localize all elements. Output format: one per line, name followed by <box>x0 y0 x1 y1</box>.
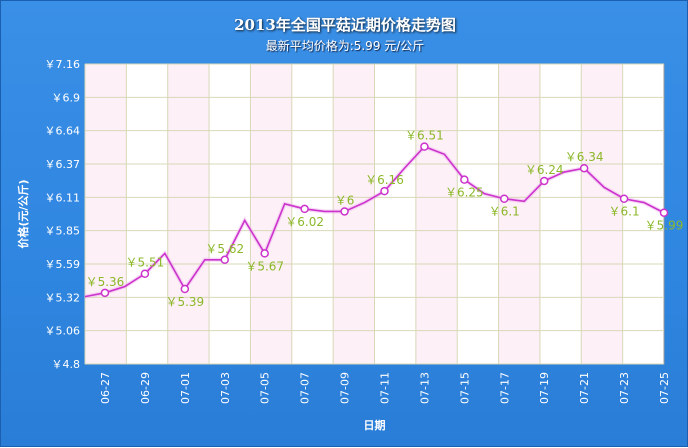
x-tick-label: 07-15 <box>458 372 471 404</box>
x-axis-label: 日期 <box>364 418 386 432</box>
data-label: ￥6.51 <box>405 129 444 143</box>
y-tick-label: ￥6.37 <box>45 158 81 171</box>
y-tick-label: ￥4.8 <box>52 358 81 371</box>
x-tick-label: 07-09 <box>339 372 352 404</box>
grid-band <box>498 64 540 364</box>
y-axis-label: 价格(元/公斤) <box>16 179 30 248</box>
x-tick-label: 07-07 <box>299 372 312 404</box>
data-label: ￥5.36 <box>86 275 125 289</box>
y-tick-label: ￥6.64 <box>45 125 81 138</box>
x-tick-label: 07-11 <box>378 372 391 404</box>
data-point <box>619 194 629 203</box>
data-point <box>380 186 389 196</box>
grid-band <box>85 64 127 364</box>
data-point <box>300 204 309 214</box>
grid-band <box>167 64 210 364</box>
data-label: ￥5.67 <box>245 259 284 273</box>
data-point <box>100 288 110 298</box>
series-line <box>84 145 665 298</box>
data-point <box>460 175 469 184</box>
y-tick-label: ￥5.32 <box>45 291 81 304</box>
grid-band <box>581 64 623 364</box>
y-tick-label: ￥5.59 <box>45 258 81 271</box>
grid-band <box>333 64 375 364</box>
x-tick-label: 06-27 <box>99 372 112 404</box>
y-tick-label: ￥5.85 <box>45 225 81 238</box>
x-tick-label: 07-13 <box>418 372 431 404</box>
x-tick-label: 06-29 <box>139 372 152 404</box>
data-label: ￥5.62 <box>205 242 244 256</box>
x-tick-label: 07-21 <box>578 372 591 404</box>
data-point <box>500 194 509 203</box>
x-tick-label: 07-01 <box>179 372 192 404</box>
x-tick-label: 07-25 <box>658 372 671 404</box>
data-point <box>539 176 549 186</box>
y-tick-label: ￥5.06 <box>45 325 81 338</box>
x-tick-label: 07-23 <box>618 372 631 404</box>
data-label: ￥6.34 <box>565 150 604 164</box>
data-label: ￥6.16 <box>365 173 404 187</box>
chart-title: 2013年全国平菇近期价格走势图 <box>234 16 456 34</box>
data-label: ￥6.1 <box>609 205 640 219</box>
data-label: ￥5.39 <box>165 295 204 309</box>
data-point <box>579 163 589 173</box>
chart-subtitle: 最新平均价格为:5.99 元/公斤 <box>265 39 425 53</box>
x-tick-label: 07-19 <box>538 372 551 404</box>
data-point <box>260 249 269 258</box>
data-point <box>420 142 429 151</box>
y-tick-label: ￥6.11 <box>45 191 81 204</box>
data-label: ￥6.24 <box>525 163 564 177</box>
grid-band <box>250 64 292 364</box>
data-label: ￥6.02 <box>285 215 324 229</box>
data-point <box>659 208 669 217</box>
data-point <box>140 269 150 278</box>
data-label: ￥5.99 <box>645 219 684 233</box>
y-tick-label: ￥6.9 <box>52 91 81 104</box>
x-tick-label: 07-05 <box>259 372 272 404</box>
x-tick-label: 07-03 <box>219 372 232 404</box>
data-label: ￥6 <box>335 193 355 207</box>
data-point <box>180 284 190 294</box>
data-point <box>340 207 349 216</box>
grid-band <box>415 64 458 364</box>
data-label: ￥6.1 <box>489 205 520 219</box>
data-point <box>220 255 230 265</box>
data-label: ￥6.25 <box>445 186 484 200</box>
data-label: ￥5.51 <box>126 256 165 270</box>
x-tick-label: 07-17 <box>498 372 511 404</box>
y-tick-label: ￥7.16 <box>45 58 81 71</box>
